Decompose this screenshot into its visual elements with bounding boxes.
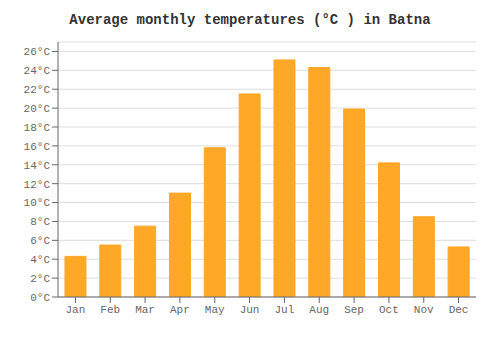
svg-text:10°C: 10°C bbox=[24, 197, 51, 209]
svg-text:Feb: Feb bbox=[100, 304, 120, 316]
svg-text:Apr: Apr bbox=[170, 304, 190, 316]
svg-text:2°C: 2°C bbox=[30, 273, 50, 285]
svg-text:8°C: 8°C bbox=[30, 216, 50, 228]
svg-text:20°C: 20°C bbox=[24, 103, 51, 115]
svg-text:22°C: 22°C bbox=[24, 84, 51, 96]
svg-text:Jul: Jul bbox=[275, 304, 295, 316]
svg-text:Dec: Dec bbox=[449, 304, 469, 316]
svg-text:Sep: Sep bbox=[344, 304, 364, 316]
svg-text:Jan: Jan bbox=[66, 304, 86, 316]
svg-text:Jun: Jun bbox=[240, 304, 260, 316]
svg-text:Aug: Aug bbox=[309, 304, 329, 316]
svg-text:May: May bbox=[205, 304, 225, 316]
svg-text:Oct: Oct bbox=[379, 304, 399, 316]
svg-text:4°C: 4°C bbox=[30, 254, 50, 266]
html-text:Average monthly temperatures (: Average monthly temperatures (°C ) in Ba… bbox=[69, 12, 431, 28]
svg-text:16°C: 16°C bbox=[24, 141, 51, 153]
svg-text:12°C: 12°C bbox=[24, 179, 51, 191]
svg-text:26°C: 26°C bbox=[24, 46, 51, 58]
svg-text:0°C: 0°C bbox=[30, 292, 50, 304]
svg-text:14°C: 14°C bbox=[24, 160, 51, 172]
svg-text:24°C: 24°C bbox=[24, 65, 51, 77]
svg-text:6°C: 6°C bbox=[30, 235, 50, 247]
svg-text:18°C: 18°C bbox=[24, 122, 51, 134]
svg-text:Mar: Mar bbox=[135, 304, 155, 316]
svg-text:Nov: Nov bbox=[414, 304, 434, 316]
